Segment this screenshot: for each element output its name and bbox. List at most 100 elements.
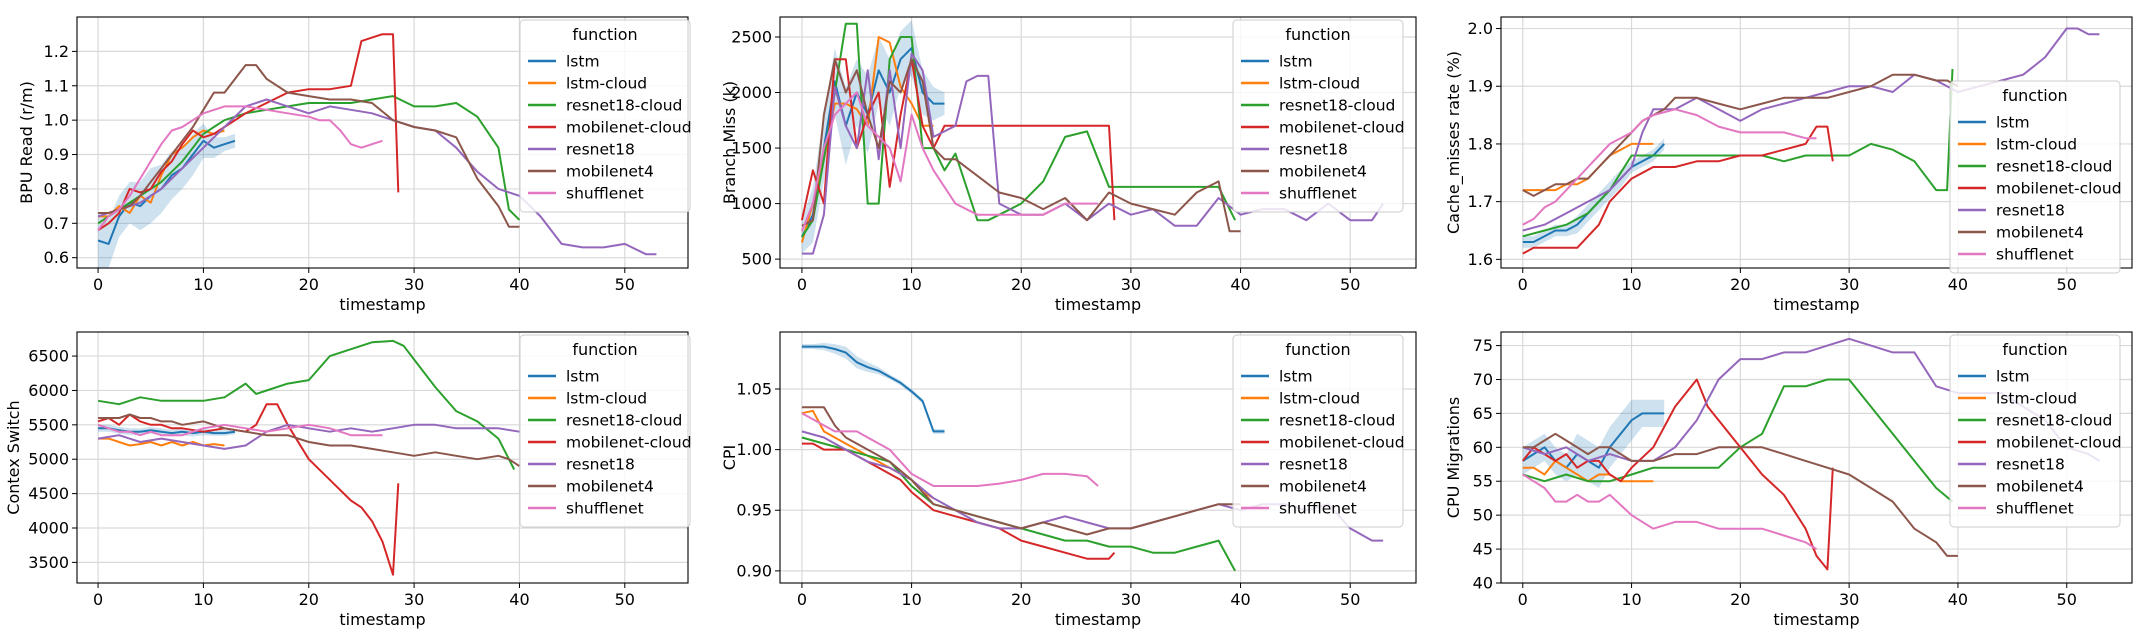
legend-entry-lstm: lstm (566, 368, 600, 386)
y-tick-label: 4500 (28, 484, 69, 503)
series-line-lstm (801, 47, 945, 238)
legend-entry-lstm: lstm (1279, 53, 1313, 71)
y-tick-label: 55 (1473, 472, 1493, 491)
y-tick-label: 1.6 (1468, 250, 1493, 269)
x-tick-label: 30 (1839, 590, 1859, 609)
legend: function lstm lstm-cloud resnet18-cloud mobi… (1949, 334, 2122, 528)
legend-entry-shufflenet: shufflenet (566, 500, 644, 518)
x-tick-label: 10 (193, 275, 213, 294)
legend-entry-resnet18: resnet18 (566, 141, 635, 159)
y-tick-label: 2.0 (1468, 19, 1493, 38)
y-axis-label: Branch Miss (k) (720, 81, 739, 204)
x-tick-label: 20 (299, 590, 319, 609)
x-tick-label: 30 (404, 275, 424, 294)
x-tick-label: 0 (93, 590, 103, 609)
x-tick-label: 30 (1121, 590, 1141, 609)
legend-entry-mobilenet4: mobilenet4 (566, 478, 654, 496)
x-tick-label: 50 (1340, 590, 1360, 609)
legend-entry-resnet18-cloud: resnet18-cloud (1279, 97, 1395, 115)
x-axis-label: timestamp (339, 610, 425, 629)
legend-title: function (572, 25, 637, 44)
chart-panel-1: 0 10 20 30 40 50 500 1000 1500 2000 2500 timestamp B… (720, 16, 1417, 314)
y-tick-label: 0.90 (736, 561, 772, 580)
y-axis-label: BPU Read (r/m) (17, 81, 36, 204)
x-tick-label: 20 (1011, 590, 1031, 609)
x-tick-label: 30 (404, 590, 424, 609)
legend-title: function (2002, 340, 2067, 359)
legend-entry-mobilenet4: mobilenet4 (1996, 478, 2084, 496)
chart-panel-0: 0 10 20 30 40 50 0.6 0.7 0.8 0.9 1.0 1.1 1.2 timestam… (17, 16, 692, 314)
series-line-shufflenet (1522, 473, 1818, 550)
y-tick-label: 70 (1473, 370, 1493, 389)
y-tick-label: 0.7 (44, 214, 69, 233)
y-tick-label: 1.9 (1468, 77, 1493, 96)
series-line-shufflenet (97, 105, 383, 231)
x-tick-label: 40 (1230, 590, 1250, 609)
legend-entry-lstm: lstm (566, 53, 600, 71)
legend-entry-lstm-cloud: lstm-cloud (566, 75, 647, 93)
legend-entry-lstm: lstm (1279, 368, 1313, 386)
legend-box (1949, 80, 2121, 274)
series-band-lstm (1522, 138, 1665, 248)
x-tick-label: 0 (93, 275, 103, 294)
y-tick-label: 4000 (28, 518, 69, 537)
series-line-mobilenet4 (98, 64, 520, 228)
y-tick-label: 1.05 (736, 379, 772, 398)
legend: function lstm lstm-cloud resnet18-cloud mobi… (519, 334, 692, 528)
legend-entry-lstm-cloud: lstm-cloud (1279, 390, 1360, 408)
axes-frame (779, 331, 1417, 584)
y-tick-label: 6000 (28, 381, 69, 400)
x-tick-label: 40 (509, 590, 529, 609)
series-line-mobilenet-cloud (801, 442, 1116, 560)
chart-panel-2: 0 10 20 30 40 50 1.6 1.7 1.8 1.9 2.0 timestamp Cache… (1444, 16, 2133, 314)
series-line-lstm-cloud (98, 437, 225, 447)
legend-entry-mobilenet4: mobilenet4 (566, 163, 654, 181)
x-tick-label: 10 (1621, 590, 1641, 609)
series-line-resnet18 (97, 423, 520, 450)
x-tick-label: 10 (1621, 275, 1641, 294)
x-axis-label: timestamp (339, 295, 425, 314)
legend-entry-resnet18-cloud: resnet18-cloud (1279, 412, 1395, 430)
x-tick-label: 50 (1340, 275, 1360, 294)
series-line-shufflenet (1522, 108, 1817, 226)
series-line-mobilenet4 (801, 58, 1241, 233)
x-tick-label: 0 (1518, 590, 1528, 609)
y-tick-label: 5500 (28, 415, 69, 434)
y-tick-label: 0.95 (736, 501, 772, 520)
series-line-shufflenet (801, 412, 1099, 487)
legend: function lstm lstm-cloud resnet18-cloud mobi… (519, 19, 692, 213)
legend-entry-mobilenet-cloud: mobilenet-cloud (1279, 434, 1405, 452)
y-tick-label: 45 (1473, 540, 1493, 559)
legend-entry-lstm-cloud: lstm-cloud (1279, 75, 1360, 93)
y-tick-label: 1.7 (1468, 192, 1493, 211)
legend-title: function (572, 340, 637, 359)
series-line-mobilenet4 (801, 406, 1241, 536)
y-tick-label: 2000 (731, 83, 772, 102)
legend-entry-shufflenet: shufflenet (1279, 500, 1357, 518)
x-axis-label: timestamp (1055, 610, 1141, 629)
y-tick-label: 60 (1473, 438, 1493, 457)
legend-entry-lstm: lstm (1996, 114, 2030, 132)
x-tick-label: 50 (615, 590, 635, 609)
legend-entry-resnet18: resnet18 (1279, 141, 1348, 159)
y-tick-label: 1.0 (44, 111, 69, 130)
plot-area (1522, 27, 2100, 255)
y-tick-label: 500 (741, 250, 772, 269)
legend-entry-mobilenet4: mobilenet4 (1996, 224, 2084, 242)
legend-entry-resnet18: resnet18 (566, 456, 635, 474)
series-line-resnet18-cloud (97, 95, 521, 225)
legend: function lstm lstm-cloud resnet18-cloud mobi… (1232, 334, 1405, 528)
series-line-resnet18-cloud (97, 339, 516, 470)
x-tick-label: 0 (1518, 275, 1528, 294)
x-tick-label: 0 (797, 590, 807, 609)
axes-frame (1500, 331, 2133, 584)
series-line-mobilenet4 (98, 413, 520, 467)
y-tick-label: 1500 (731, 139, 772, 158)
y-tick-label: 5000 (28, 450, 69, 469)
plot-area (1522, 337, 2100, 571)
legend-title: function (2002, 86, 2067, 105)
y-tick-label: 1.00 (736, 440, 772, 459)
x-axis-label: timestamp (1773, 295, 1859, 314)
series-line-mobilenet-cloud (1522, 378, 1834, 571)
